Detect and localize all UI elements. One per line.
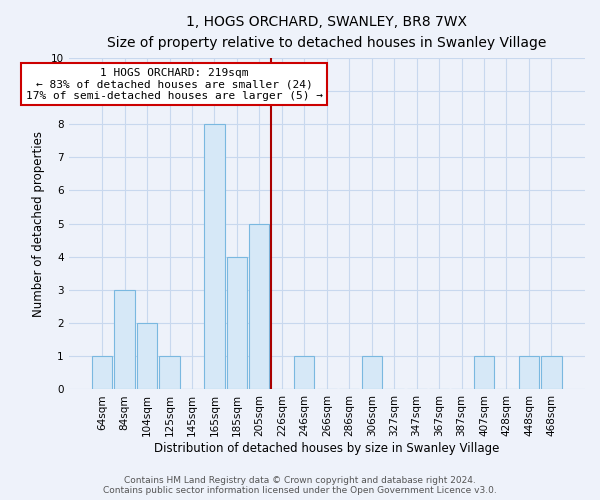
Bar	[205, 124, 224, 390]
Bar	[249, 224, 269, 390]
Bar	[137, 323, 157, 390]
X-axis label: Distribution of detached houses by size in Swanley Village: Distribution of detached houses by size …	[154, 442, 499, 455]
Bar	[160, 356, 179, 390]
Bar	[227, 257, 247, 390]
Bar	[362, 356, 382, 390]
Bar	[294, 356, 314, 390]
Text: Contains HM Land Registry data © Crown copyright and database right 2024.
Contai: Contains HM Land Registry data © Crown c…	[103, 476, 497, 495]
Text: 1 HOGS ORCHARD: 219sqm
← 83% of detached houses are smaller (24)
17% of semi-det: 1 HOGS ORCHARD: 219sqm ← 83% of detached…	[26, 68, 323, 101]
Bar	[541, 356, 562, 390]
Title: 1, HOGS ORCHARD, SWANLEY, BR8 7WX
Size of property relative to detached houses i: 1, HOGS ORCHARD, SWANLEY, BR8 7WX Size o…	[107, 15, 547, 50]
Bar	[115, 290, 134, 390]
Bar	[519, 356, 539, 390]
Y-axis label: Number of detached properties: Number of detached properties	[32, 130, 45, 316]
Bar	[474, 356, 494, 390]
Bar	[92, 356, 112, 390]
